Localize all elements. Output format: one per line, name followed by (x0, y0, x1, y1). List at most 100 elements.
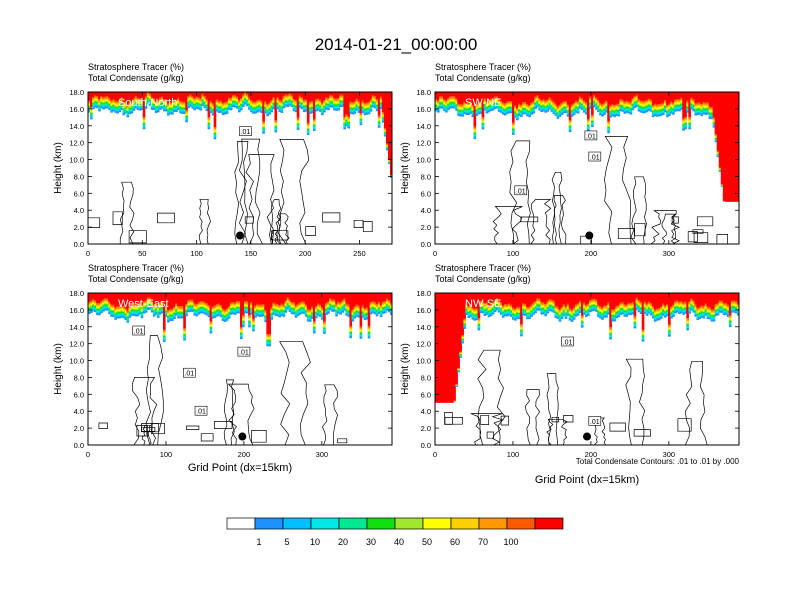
tracer-band (534, 103, 537, 106)
tracer-band (268, 102, 271, 104)
tracer-band (676, 101, 679, 103)
tracer-band (633, 101, 637, 104)
tracer-band (177, 316, 180, 319)
tracer-band (625, 103, 629, 105)
tracer-band (306, 126, 310, 128)
tracer-band (165, 313, 168, 315)
tracer-band (96, 104, 99, 106)
tracer-band (574, 106, 578, 109)
tracer-band (700, 105, 704, 107)
tracer-band (100, 106, 103, 109)
tracer-band (191, 299, 194, 302)
tracer-band (118, 103, 122, 105)
tracer-band (335, 307, 338, 310)
tracer-band (347, 304, 351, 307)
tracer-column (379, 92, 383, 97)
tracer-band (296, 314, 300, 317)
tracer-band (173, 315, 176, 317)
tracer-band (213, 130, 217, 133)
tracer-band (104, 307, 107, 310)
tracer-band (716, 152, 720, 153)
tracer-band (124, 101, 128, 103)
tracer-band (570, 108, 574, 110)
tracer-band (668, 107, 671, 109)
tracer-band (187, 308, 190, 310)
tracer-band (319, 108, 322, 110)
tracer-band (477, 108, 481, 110)
tracer-band (229, 99, 233, 101)
tracer-band (298, 310, 302, 313)
tracer-band (556, 113, 560, 116)
tracer-band (201, 308, 205, 310)
tracer-band (560, 104, 564, 106)
tracer-band (314, 106, 318, 108)
tracer-band (668, 108, 671, 111)
tracer-band (312, 120, 316, 122)
tracer-band (199, 310, 203, 313)
tracer-band (343, 298, 346, 300)
tracer-band (246, 103, 249, 106)
tracer-band (276, 311, 280, 313)
tracer-band (526, 112, 529, 114)
tracer-column (215, 293, 219, 305)
tracer-band (355, 103, 359, 105)
tracer-band (574, 107, 578, 110)
tracer-band (361, 309, 365, 311)
tracer-band (505, 107, 509, 110)
tracer-band (114, 108, 117, 111)
tracer-band (189, 99, 192, 101)
tracer-band (615, 106, 618, 108)
tracer-band (453, 107, 456, 109)
tracer-band (653, 112, 657, 114)
tracer-band (597, 108, 600, 110)
tracer-band (262, 125, 265, 127)
tracer-band (623, 102, 627, 105)
tracer-band (469, 106, 473, 109)
tracer-band (260, 102, 263, 104)
tracer-band (572, 107, 576, 110)
tracer-band (538, 108, 541, 111)
tracer-band (649, 100, 653, 103)
tracer-band (546, 106, 550, 109)
tracer-band (146, 96, 150, 99)
tracer-band (112, 306, 115, 308)
tracer-band (661, 107, 665, 110)
tracer-band (302, 310, 306, 312)
tracer-band (359, 112, 363, 115)
tracer-band (193, 305, 197, 308)
tracer-band (379, 98, 383, 100)
tracer-band (191, 99, 194, 102)
tracer-band (282, 315, 286, 317)
tracer-column (120, 293, 124, 306)
tracer-band (373, 99, 377, 102)
tracer-band (682, 128, 685, 130)
tracer-band (211, 106, 215, 109)
tracer-band (177, 306, 180, 308)
tracer-band (678, 101, 681, 104)
tracer-band (264, 102, 267, 105)
tracer-band (278, 110, 282, 112)
tracer-band (501, 107, 505, 109)
tracer-band (124, 316, 128, 318)
tracer-band (152, 305, 156, 308)
tracer-column (282, 92, 286, 97)
tracer-band (258, 104, 261, 106)
tracer-column (361, 293, 365, 306)
tracer-band (312, 327, 316, 329)
tracer-band (223, 108, 227, 110)
tracer-band (167, 311, 170, 313)
tracer-band (92, 107, 95, 110)
tracer-band (199, 311, 203, 314)
tracer-column (219, 293, 223, 306)
tracer-band (597, 105, 600, 108)
tracer-band (126, 107, 130, 110)
tracer-band (90, 300, 93, 303)
tracer-band (584, 110, 588, 113)
tracer-band (90, 306, 93, 309)
tracer-band (659, 111, 663, 114)
tracer-band (282, 97, 286, 99)
tracer-column (568, 92, 572, 120)
tracer-band (132, 109, 136, 111)
tracer-band (130, 303, 134, 306)
tracer-band (497, 110, 501, 112)
